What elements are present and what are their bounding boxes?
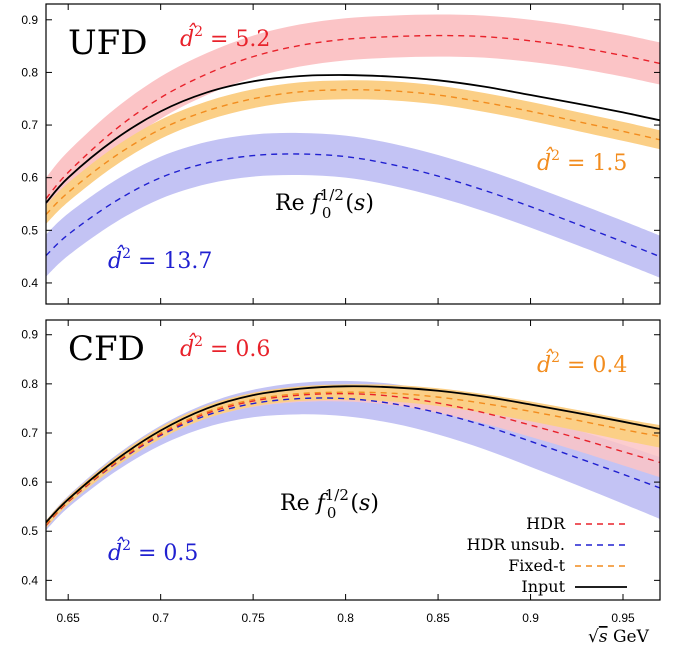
x-tick-label: 0.8 — [337, 611, 354, 625]
annotation-sup: 2 — [194, 24, 203, 40]
series-line-hdr-unsub — [46, 153, 660, 258]
center-label-sup: 1/2 — [325, 486, 349, 504]
legend-label: HDR — [526, 514, 566, 533]
band-hdr — [46, 385, 660, 528]
annotation-d2: d̂2 = 13.7 — [108, 245, 212, 274]
band-fixed-t — [46, 80, 660, 225]
center-label-paren: ) — [370, 491, 379, 516]
y-tick-label: 0.8 — [21, 65, 38, 79]
annotation-d2: d̂2 = 5.2 — [180, 23, 270, 52]
center-label-s: s — [354, 191, 365, 216]
y-tick-label: 0.6 — [21, 475, 38, 489]
series-line-fixed-t — [46, 89, 660, 216]
x-tick-label: 0.65 — [57, 611, 81, 625]
panel-frame — [45, 319, 661, 601]
center-label: Re f1/2 0 (s) — [280, 486, 379, 522]
plot-area — [46, 380, 660, 531]
series-line-hdr — [46, 34, 660, 200]
y-tick-label: 0.7 — [21, 426, 38, 440]
x-tick-label: 0.85 — [426, 611, 450, 625]
panel-label: CFD — [68, 329, 145, 369]
annotation-d2: d̂2 = 1.5 — [537, 147, 627, 176]
center-label-paren: ) — [365, 191, 374, 216]
panel-label: UFD — [68, 23, 148, 63]
x-axis-title-unit: GeV — [608, 627, 650, 647]
x-tick-label: 0.75 — [241, 611, 265, 625]
annotation-symbol: d̂ — [180, 333, 197, 362]
series-line-input — [46, 74, 660, 204]
band-hdr-unsub — [46, 132, 660, 278]
annotation-sup: 2 — [122, 246, 131, 262]
y-tick-label: 0.8 — [21, 377, 38, 391]
annotation-sup: 2 — [194, 334, 203, 350]
annotation-d2: d̂2 = 0.4 — [537, 349, 627, 378]
annotation-value: = 0.5 — [131, 541, 198, 566]
annotation-d2: d̂2 = 0.6 — [180, 333, 270, 362]
y-tick-label: 0.5 — [21, 223, 38, 237]
center-label-sub: 0 — [327, 504, 337, 522]
panel-frame — [45, 3, 661, 305]
annotation-value: = 0.4 — [560, 353, 627, 378]
center-label-re: Re — [275, 191, 312, 216]
series-line-hdr-unsub — [46, 397, 660, 526]
x-tick-label: 0.7 — [152, 611, 169, 625]
legend-label: Fixed-t — [508, 556, 565, 575]
annotation-symbol: d̂ — [108, 537, 125, 566]
y-tick-label: 0.9 — [21, 13, 38, 27]
center-label-re: Re — [280, 491, 317, 516]
center-label-sub: 0 — [322, 204, 332, 222]
x-tick-label: 0.95 — [611, 611, 635, 625]
annotation-value: = 13.7 — [131, 249, 212, 274]
y-tick-label: 0.9 — [21, 328, 38, 342]
legend-label: HDR unsub. — [467, 535, 565, 554]
annotation-value: = 5.2 — [203, 27, 270, 52]
annotation-sup: 2 — [551, 350, 560, 366]
x-axis-title-s: s — [599, 627, 608, 647]
center-label-sup: 1/2 — [320, 186, 344, 204]
y-tick-label: 0.5 — [21, 524, 38, 538]
annotation-sup: 2 — [122, 538, 131, 554]
annotation-symbol: d̂ — [180, 23, 197, 52]
x-axis-title-sqrt: √ — [588, 627, 599, 647]
y-tick-label: 0.6 — [21, 171, 38, 185]
y-tick-label: 0.4 — [21, 276, 38, 290]
annotation-symbol: d̂ — [537, 349, 554, 378]
center-label: Re f1/2 0 (s) — [275, 186, 374, 222]
x-axis: 0.65 0.7 0.75 0.8 0.85 0.9 0.95 √s GeV — [57, 611, 650, 647]
legend-label: Input — [521, 577, 565, 596]
y-tick-label: 0.7 — [21, 118, 38, 132]
y-tick-label: 0.4 — [21, 573, 38, 587]
annotation-symbol: d̂ — [537, 147, 554, 176]
annotation-d2: d̂2 = 0.5 — [108, 537, 198, 566]
x-axis-title: √s GeV — [588, 627, 650, 647]
center-label-paren: ( — [350, 491, 359, 516]
annotation-value: = 1.5 — [560, 151, 627, 176]
annotation-sup: 2 — [551, 148, 560, 164]
center-label-s: s — [359, 491, 370, 516]
center-label-paren: ( — [345, 191, 354, 216]
x-tick-label: 0.9 — [522, 611, 539, 625]
series-line-input — [46, 385, 660, 524]
band-hdr — [46, 14, 660, 220]
band-fixed-t — [46, 384, 660, 529]
annotation-symbol: d̂ — [108, 245, 125, 274]
annotation-value: = 0.6 — [203, 337, 270, 362]
plot-area — [46, 14, 660, 278]
